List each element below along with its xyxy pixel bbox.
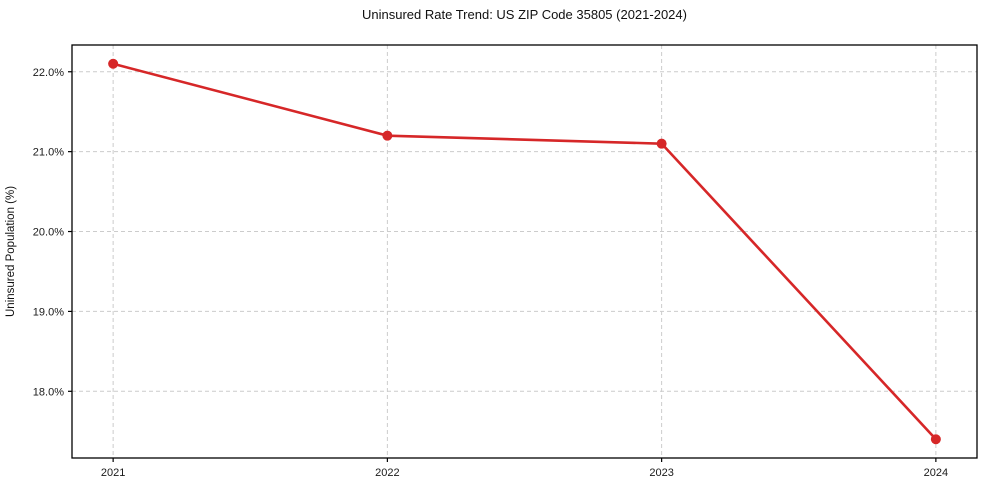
data-point-2023 bbox=[656, 138, 667, 149]
plot-border bbox=[71, 44, 978, 459]
y-tick-label: 22.0% bbox=[33, 67, 64, 79]
trend-line bbox=[111, 62, 938, 441]
y-tick-label: 18.0% bbox=[33, 386, 64, 398]
y-tick-label: 20.0% bbox=[33, 227, 64, 239]
data-point-2024 bbox=[930, 434, 941, 445]
data-point-2021 bbox=[108, 58, 119, 69]
y-tick-label: 21.0% bbox=[33, 147, 64, 159]
x-tick-label: 2024 bbox=[924, 467, 948, 479]
y-tick-label: 19.0% bbox=[33, 306, 64, 318]
x-tick-label: 2022 bbox=[375, 467, 399, 479]
data-point-2022 bbox=[382, 130, 393, 141]
x-tick-label: 2021 bbox=[101, 467, 125, 479]
x-tick-label: 2023 bbox=[649, 467, 673, 479]
chart-title: Uninsured Rate Trend: US ZIP Code 35805 … bbox=[362, 7, 687, 22]
